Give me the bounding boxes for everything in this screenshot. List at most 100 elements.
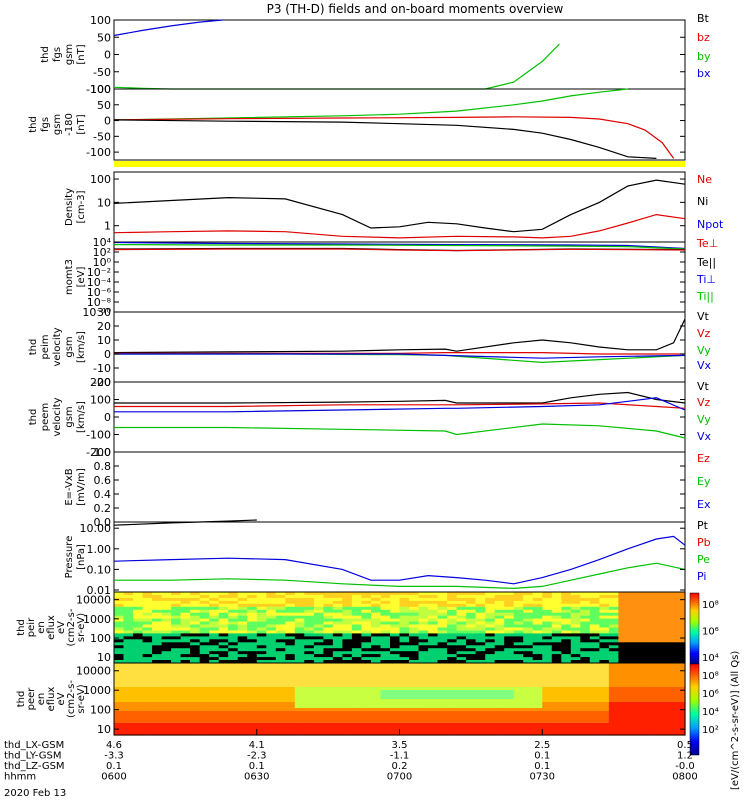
- heatmap-cell: [637, 597, 648, 602]
- heatmap-cell: [209, 648, 220, 652]
- heatmap-cell: [551, 639, 562, 643]
- heatmap-cell: [551, 618, 562, 623]
- heatmap-cell: [504, 684, 515, 688]
- heatmap-cell: [627, 678, 638, 682]
- heatmap-cell: [418, 687, 429, 691]
- heatmap-cell: [152, 660, 163, 664]
- heatmap-cell: [580, 621, 591, 626]
- heatmap-cell: [237, 630, 248, 635]
- heatmap-cell: [171, 729, 182, 733]
- heatmap-cell: [475, 627, 486, 632]
- heatmap-cell: [190, 612, 201, 617]
- y-axis-label: [nT]: [76, 114, 87, 134]
- heatmap-cell: [142, 624, 153, 629]
- heatmap-cell: [199, 690, 210, 694]
- heatmap-cell: [218, 696, 229, 700]
- heatmap-cell: [523, 711, 534, 715]
- heatmap-cell: [218, 663, 229, 667]
- heatmap-cell: [437, 717, 448, 721]
- heatmap-cell: [637, 639, 648, 643]
- heatmap-cell: [656, 699, 667, 703]
- heatmap-cell: [523, 663, 534, 667]
- heatmap-cell: [456, 678, 467, 682]
- heatmap-cell: [342, 592, 353, 596]
- heatmap-cell: [380, 696, 391, 700]
- heatmap-cell: [608, 660, 619, 664]
- heatmap-cell: [218, 606, 229, 611]
- heatmap-cell: [608, 714, 619, 718]
- heatmap-cell: [133, 711, 144, 715]
- heatmap-cell: [437, 606, 448, 611]
- heatmap-cell: [123, 600, 134, 605]
- heatmap-cell: [646, 651, 657, 655]
- heatmap-cell: [504, 675, 515, 679]
- heatmap-cell: [152, 633, 163, 637]
- heatmap-cell: [475, 693, 486, 697]
- heatmap-cell: [256, 714, 267, 718]
- heatmap-cell: [637, 696, 648, 700]
- heatmap-cell: [542, 615, 553, 620]
- heatmap-cell: [513, 648, 524, 652]
- heatmap-cell: [180, 732, 191, 736]
- heatmap-cell: [275, 609, 286, 614]
- heatmap-cell: [485, 675, 496, 679]
- heatmap-cell: [380, 669, 391, 673]
- heatmap-cell: [114, 675, 125, 679]
- heatmap-cell: [504, 615, 515, 620]
- heatmap-cell: [418, 624, 429, 629]
- heatmap-cell: [618, 663, 629, 667]
- heatmap-cell: [171, 687, 182, 691]
- heatmap-cell: [666, 669, 677, 673]
- heatmap-cell: [608, 648, 619, 652]
- heatmap-cell: [361, 603, 372, 608]
- heatmap-cell: [504, 726, 515, 730]
- y-tick-label: 100: [90, 394, 111, 407]
- heatmap-cell: [171, 636, 182, 640]
- heatmap-cell: [275, 660, 286, 664]
- heatmap-cell: [390, 678, 401, 682]
- heatmap-cell: [570, 732, 581, 736]
- heatmap-cell: [409, 597, 420, 602]
- heatmap-cell: [114, 624, 125, 629]
- heatmap-cell: [542, 633, 553, 637]
- heatmap-cell: [285, 600, 296, 605]
- heatmap-cell: [409, 630, 420, 635]
- heatmap-cell: [218, 690, 229, 694]
- heatmap-cell: [580, 603, 591, 608]
- heatmap-cell: [561, 711, 572, 715]
- heatmap-cell: [171, 678, 182, 682]
- heatmap-cell: [304, 603, 315, 608]
- heatmap-cell: [580, 630, 591, 635]
- heatmap-cell: [570, 615, 581, 620]
- heatmap-cell: [428, 645, 439, 649]
- heatmap-cell: [266, 732, 277, 736]
- heatmap-cell: [418, 657, 429, 661]
- heatmap-cell: [294, 633, 305, 637]
- heatmap-cell: [142, 729, 153, 733]
- heatmap-cell: [618, 684, 629, 688]
- heatmap-cell: [418, 603, 429, 608]
- heatmap-cell: [494, 600, 505, 605]
- heatmap-cell: [589, 729, 600, 733]
- heatmap-cell: [209, 720, 220, 724]
- heatmap-cell: [532, 648, 543, 652]
- heatmap-cell: [475, 624, 486, 629]
- heatmap-cell: [133, 666, 144, 670]
- heatmap-cell: [152, 597, 163, 602]
- heatmap-cell: [228, 717, 239, 721]
- heatmap-cell: [228, 708, 239, 712]
- heatmap-cell: [589, 606, 600, 611]
- heatmap-cell: [447, 687, 458, 691]
- heatmap-cell: [380, 708, 391, 712]
- heatmap-cell: [209, 624, 220, 629]
- heatmap-cell: [618, 627, 629, 632]
- heatmap-cell: [675, 699, 686, 703]
- heatmap-cell: [361, 621, 372, 626]
- heatmap-cell: [570, 657, 581, 661]
- heatmap-cell: [485, 684, 496, 688]
- heatmap-cell: [589, 654, 600, 658]
- heatmap-cell: [637, 630, 648, 635]
- heatmap-cell: [456, 639, 467, 643]
- heatmap-cell: [475, 717, 486, 721]
